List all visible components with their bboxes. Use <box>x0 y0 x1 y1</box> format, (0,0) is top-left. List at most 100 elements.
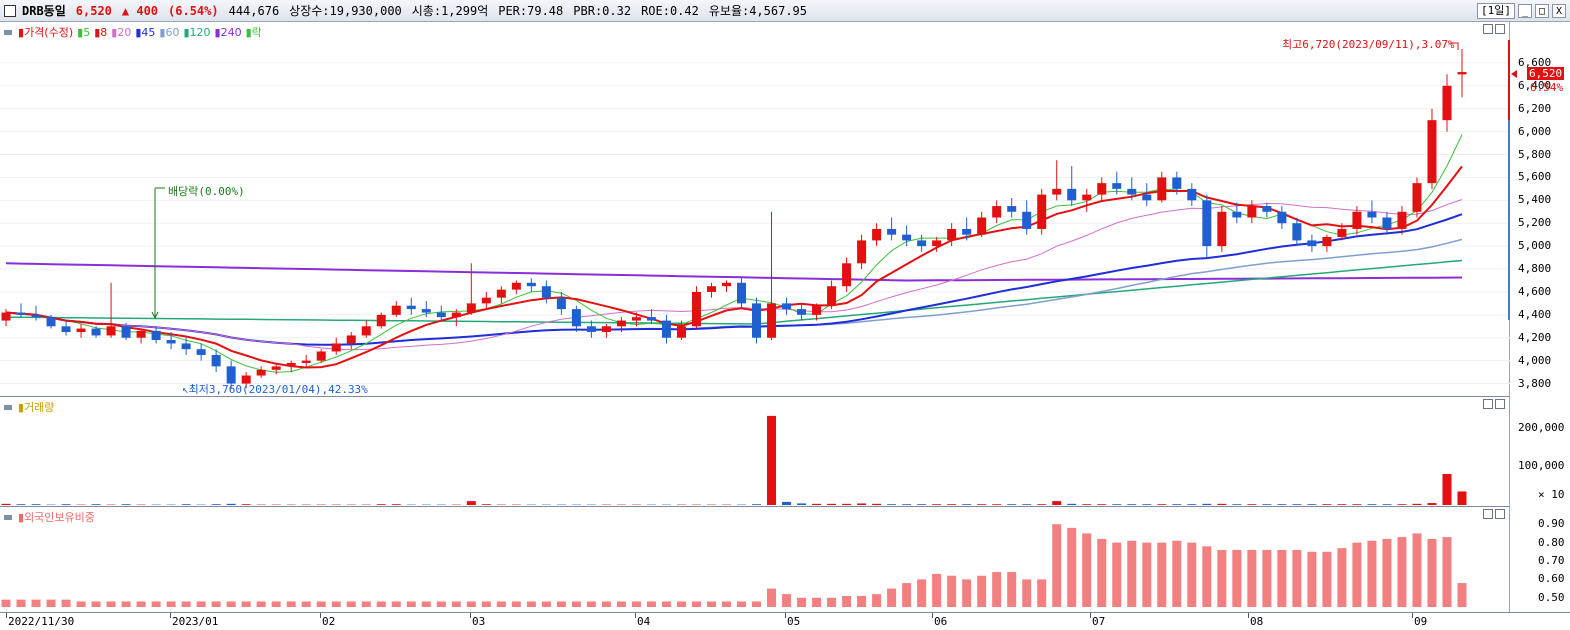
candle-body <box>1052 189 1061 195</box>
candle-body <box>212 355 221 366</box>
candle-body <box>467 303 476 312</box>
candle-body <box>137 331 146 338</box>
candle-body <box>482 298 491 304</box>
price-tick-label: 4,400 <box>1518 308 1551 321</box>
volume-bar <box>1382 504 1391 505</box>
candle-body <box>92 329 101 336</box>
volume-bar <box>467 501 476 505</box>
volume-bar <box>1277 504 1286 505</box>
foreign-bar <box>617 601 626 607</box>
volume-bar <box>1397 504 1406 505</box>
candle-body <box>542 286 551 297</box>
candle-body <box>347 335 356 343</box>
candle-body <box>1112 183 1121 189</box>
volume-bar <box>962 504 971 505</box>
volume-bar <box>947 504 956 505</box>
foreign-bar <box>797 598 806 607</box>
candle-body <box>932 240 941 246</box>
volume-bar <box>1307 504 1316 505</box>
foreign-tick-label: 0.70 <box>1538 554 1565 567</box>
candle-body <box>107 326 116 335</box>
candle-body <box>1172 177 1181 188</box>
foreign-bar <box>917 579 926 607</box>
date-tick-label: 02 <box>322 615 335 628</box>
foreign-bar <box>302 601 311 607</box>
candle-body <box>872 229 881 240</box>
date-tick <box>320 613 321 618</box>
candle-body <box>902 235 911 241</box>
foreign-bar <box>1202 546 1211 607</box>
candle-body <box>1037 195 1046 229</box>
foreign-bar <box>602 601 611 607</box>
foreign-bar <box>1172 541 1181 607</box>
volume-bar <box>1097 504 1106 505</box>
candle-body <box>1262 206 1271 212</box>
dividend-marker-line <box>155 188 165 318</box>
foreign-bar <box>32 600 41 607</box>
volume-bar <box>827 504 836 505</box>
foreign-bar <box>1052 524 1061 607</box>
volume-bar <box>1067 504 1076 505</box>
candle-body <box>512 283 521 290</box>
foreign-bar <box>497 601 506 607</box>
volume-tick-label: × 10 <box>1538 488 1565 501</box>
foreign-tick-label: 0.60 <box>1538 572 1565 585</box>
foreign-bar <box>1442 537 1451 607</box>
foreign-bar <box>842 596 851 607</box>
candle-body <box>647 317 656 320</box>
volume-bar <box>1217 504 1226 505</box>
candle-body <box>1337 229 1346 237</box>
candle-body <box>1442 86 1451 120</box>
volume-bar <box>182 504 191 505</box>
candle-body <box>857 240 866 263</box>
candle-body <box>737 283 746 304</box>
foreign-bar <box>152 601 161 607</box>
price-tick-label: 5,800 <box>1518 148 1551 161</box>
foreign-bar <box>197 601 206 607</box>
foreign-bar <box>227 601 236 607</box>
volume-bar <box>1292 504 1301 505</box>
volume-bar <box>1187 504 1196 505</box>
foreign-bar <box>467 601 476 607</box>
foreign-bar <box>1142 543 1151 607</box>
foreign-bar <box>1292 550 1301 607</box>
chart-canvas[interactable] <box>0 0 1570 612</box>
foreign-bar <box>1457 583 1466 607</box>
volume-bar <box>1202 504 1211 505</box>
foreign-bar <box>932 574 941 607</box>
price-tick-label: 3,800 <box>1518 377 1551 390</box>
volume-axis: 200,000 100,000 × 10 <box>1510 397 1570 507</box>
volume-tick-label: 200,000 <box>1518 421 1564 434</box>
foreign-bar <box>347 601 356 607</box>
price-tick-label: 6,200 <box>1518 102 1551 115</box>
candle-body <box>362 326 371 335</box>
candle-body <box>1457 72 1466 74</box>
candle-body <box>962 229 971 235</box>
volume-bar <box>1367 504 1376 505</box>
foreign-bar <box>1127 541 1136 607</box>
foreign-bar <box>632 601 641 607</box>
candle-body <box>1202 200 1211 246</box>
foreign-bar <box>902 583 911 607</box>
foreign-bar <box>1187 543 1196 607</box>
candle-body <box>1187 189 1196 200</box>
foreign-bar <box>422 601 431 607</box>
foreign-bar <box>1 600 10 607</box>
price-tick-label: 5,600 <box>1518 170 1551 183</box>
price-tick-label: 5,000 <box>1518 239 1551 252</box>
foreign-bar <box>77 601 86 607</box>
volume-bar <box>32 504 41 505</box>
volume-bar <box>1157 504 1166 505</box>
candle-body <box>782 303 791 309</box>
foreign-bar <box>527 601 536 607</box>
foreign-bar <box>1082 533 1091 607</box>
volume-tick-label: 100,000 <box>1518 459 1564 472</box>
volume-bar <box>752 504 761 505</box>
foreign-bar <box>677 601 686 607</box>
candle-body <box>1277 212 1286 223</box>
candle-body <box>182 343 191 349</box>
foreign-bar <box>482 601 491 607</box>
candle-body <box>287 363 296 366</box>
foreign-bar <box>1337 548 1346 607</box>
foreign-bar <box>812 598 821 607</box>
